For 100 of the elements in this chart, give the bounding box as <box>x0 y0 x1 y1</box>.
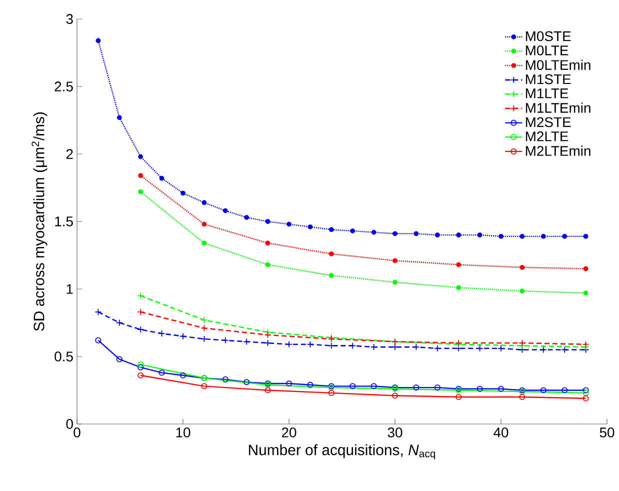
point <box>306 340 314 348</box>
legend-label: M1STE <box>526 74 571 84</box>
point <box>138 189 144 194</box>
point <box>477 232 482 238</box>
point <box>498 234 504 239</box>
point <box>159 176 164 181</box>
point <box>265 219 270 224</box>
point <box>328 251 334 256</box>
x-tick-label: 40 <box>494 428 508 438</box>
point <box>116 319 123 326</box>
point <box>519 394 526 400</box>
point <box>456 262 462 268</box>
point <box>222 336 229 344</box>
y-tick-label: 3 <box>66 14 73 24</box>
point <box>244 215 250 220</box>
point <box>201 383 208 390</box>
point <box>180 372 186 378</box>
point <box>370 383 377 390</box>
point <box>94 308 102 316</box>
point <box>180 332 186 340</box>
y-tick-label: 1 <box>66 284 73 294</box>
point <box>456 232 462 238</box>
y-axis-title: SD across myocardium (μm$^{2}$/ms) <box>32 112 48 331</box>
y-tick-label: 2.5 <box>54 82 73 92</box>
legend-label: M2LTEmin <box>526 146 590 156</box>
point <box>308 224 313 230</box>
point <box>244 379 250 386</box>
point <box>350 383 356 390</box>
point <box>200 324 208 332</box>
point <box>456 285 462 290</box>
point <box>328 342 335 350</box>
point <box>328 273 334 278</box>
point <box>434 232 440 238</box>
point <box>583 266 588 272</box>
point <box>158 330 166 337</box>
point <box>180 190 186 196</box>
point <box>158 370 165 376</box>
x-axis-title: Number of acquisitions, N$_{acq}$ <box>248 444 436 460</box>
legend-label: M2STE <box>526 117 571 128</box>
y-tick-label: 2 <box>66 149 73 159</box>
point <box>434 384 440 391</box>
x-tick-label: 20 <box>282 428 296 438</box>
point <box>286 340 292 348</box>
point <box>349 342 356 350</box>
x-tick-label: 0 <box>74 428 80 438</box>
point <box>371 230 376 235</box>
point <box>307 382 314 388</box>
legend-label: M0LTEmin <box>526 60 590 70</box>
point <box>498 386 504 392</box>
y-tick-label: 0.5 <box>54 352 73 362</box>
point <box>583 234 588 239</box>
y-tick-label: 1.5 <box>55 216 73 226</box>
point <box>138 173 144 178</box>
point <box>350 228 356 234</box>
point <box>116 115 122 120</box>
point <box>583 290 588 296</box>
legend-label: M1LTEmin <box>526 102 590 113</box>
x-tick-label: 30 <box>388 428 402 438</box>
legend-label: M1LTE <box>526 88 568 98</box>
legend-label: M0STE <box>526 31 571 42</box>
point <box>264 387 271 394</box>
point <box>138 364 144 370</box>
point <box>392 280 398 285</box>
point <box>202 200 207 206</box>
point <box>202 222 207 227</box>
point <box>414 231 419 236</box>
point <box>328 390 334 396</box>
point <box>137 292 144 300</box>
point <box>520 234 525 239</box>
x-tick-label: 10 <box>176 428 190 438</box>
point <box>562 234 568 239</box>
point <box>222 208 228 214</box>
point <box>202 240 207 246</box>
point <box>96 38 101 44</box>
x-tick-label: 50 <box>600 428 614 438</box>
point <box>540 346 547 354</box>
point <box>520 264 525 270</box>
point <box>562 387 568 394</box>
point <box>540 234 546 239</box>
legend-label: M0LTE <box>526 45 568 56</box>
point <box>392 258 398 264</box>
y-tick-label: 0 <box>66 419 73 429</box>
point <box>561 346 568 354</box>
point <box>116 356 122 362</box>
point <box>137 308 144 316</box>
point <box>476 386 483 392</box>
point <box>286 380 292 387</box>
point <box>243 338 250 346</box>
point <box>265 262 270 268</box>
point <box>222 376 228 382</box>
point <box>265 240 270 246</box>
point <box>540 387 546 394</box>
point <box>392 392 398 399</box>
point <box>582 340 590 348</box>
point <box>264 331 272 338</box>
point <box>413 384 420 391</box>
point <box>328 227 334 232</box>
point <box>286 222 292 227</box>
legend-label: M2LTE <box>526 131 568 142</box>
point <box>456 394 462 400</box>
